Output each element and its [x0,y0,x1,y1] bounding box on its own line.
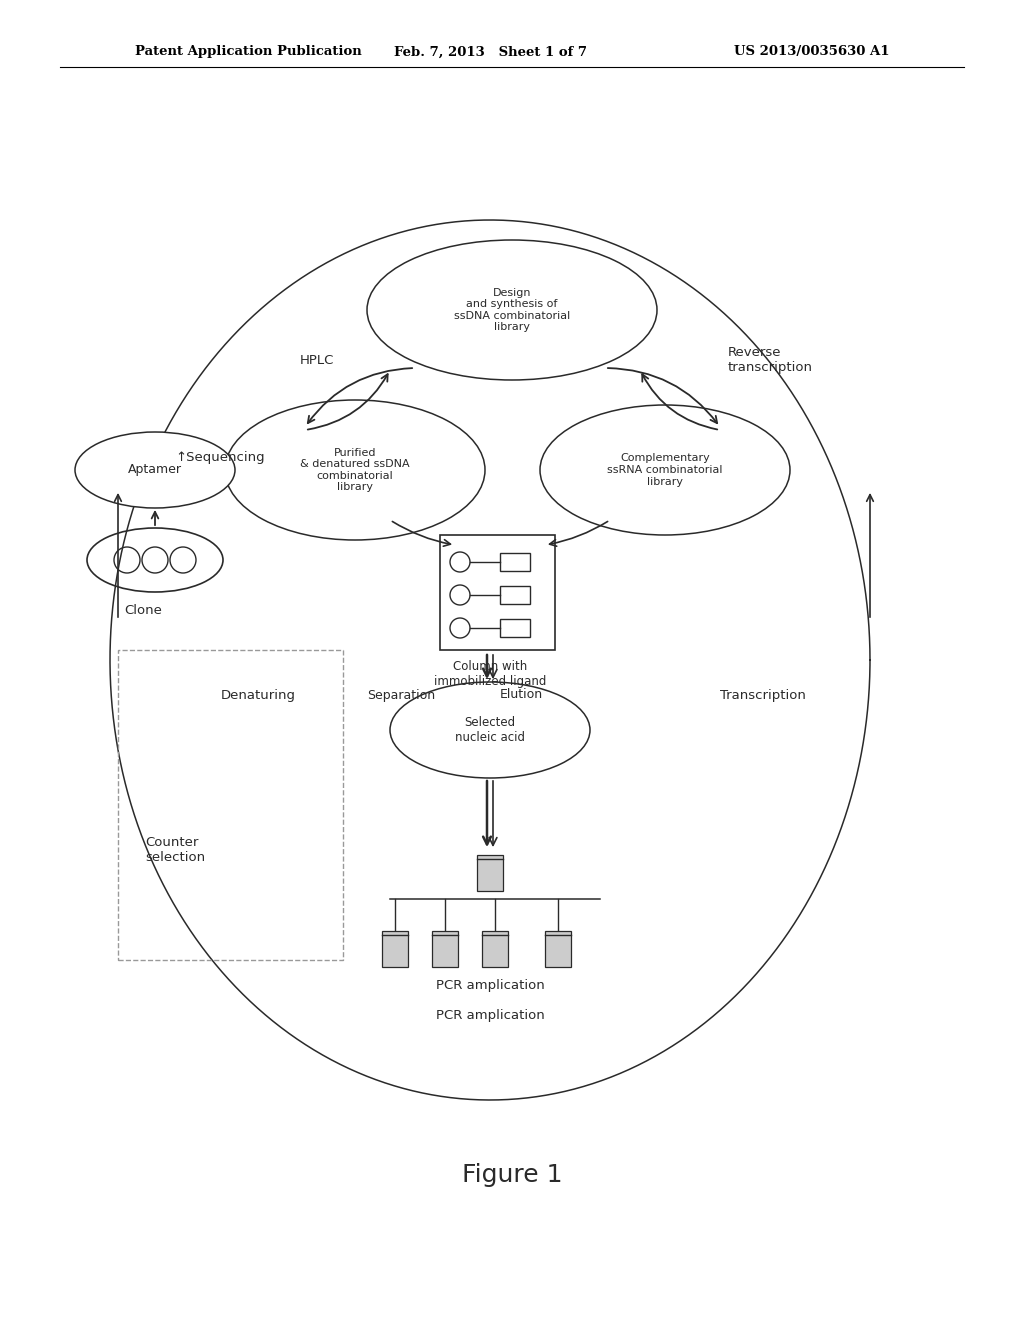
Text: Separation: Separation [367,689,435,701]
Text: Aptamer: Aptamer [128,463,182,477]
Bar [432,931,458,968]
Bar [500,553,530,572]
Text: HPLC: HPLC [300,354,335,367]
Text: Patent Application Publication: Patent Application Publication [135,45,361,58]
Text: Selected
nucleic acid: Selected nucleic acid [455,715,525,744]
Text: Reverse
transcription: Reverse transcription [728,346,813,374]
Bar [482,931,508,968]
Text: Counter
selection: Counter selection [145,836,205,865]
Text: Figure 1: Figure 1 [462,1163,562,1187]
Bar [500,586,530,605]
Bar [440,535,555,649]
Bar [382,931,408,968]
Text: US 2013/0035630 A1: US 2013/0035630 A1 [734,45,890,58]
Text: Purified
& denatured ssDNA
combinatorial
library: Purified & denatured ssDNA combinatorial… [300,447,410,492]
Text: Column with
immobilized ligand: Column with immobilized ligand [434,660,546,688]
Text: PCR amplication: PCR amplication [435,978,545,991]
Text: Clone: Clone [124,603,162,616]
Text: ↑Sequencing: ↑Sequencing [175,451,264,465]
Ellipse shape [225,400,485,540]
Text: PCR amplication: PCR amplication [435,1010,545,1023]
Text: Elution: Elution [500,689,543,701]
Bar [118,649,343,960]
Bar [500,619,530,638]
Text: Complementary
ssRNA combinatorial
library: Complementary ssRNA combinatorial librar… [607,453,723,487]
Ellipse shape [390,682,590,777]
Ellipse shape [367,240,657,380]
Text: Transcription: Transcription [720,689,806,701]
Bar [477,855,503,891]
Ellipse shape [540,405,790,535]
Ellipse shape [75,432,234,508]
Text: Denaturing: Denaturing [220,689,296,701]
Text: Feb. 7, 2013   Sheet 1 of 7: Feb. 7, 2013 Sheet 1 of 7 [393,45,587,58]
Text: Design
and synthesis of
ssDNA combinatorial
library: Design and synthesis of ssDNA combinator… [454,288,570,333]
Bar [545,931,571,968]
